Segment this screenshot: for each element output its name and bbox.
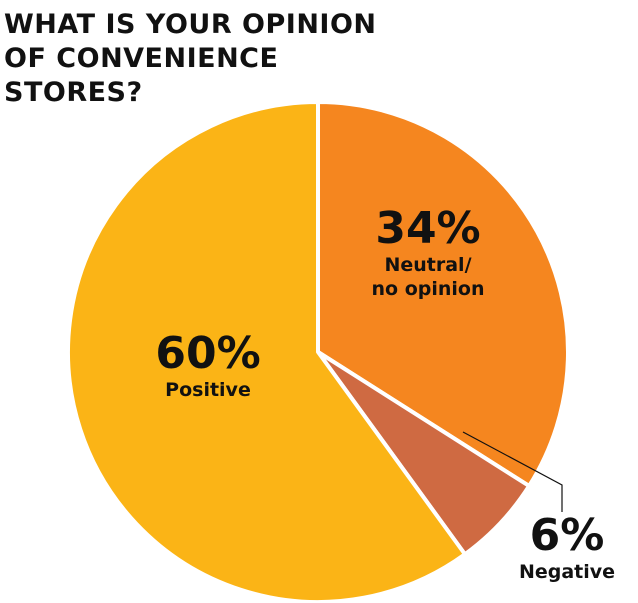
- value-label: 34%: [375, 203, 481, 254]
- category-label: Neutral/ no opinion: [371, 254, 485, 300]
- leader-line: [462, 431, 563, 512]
- value-label: 6%: [529, 510, 605, 561]
- pie-slice: [66, 100, 467, 603]
- slice-label: 60% Positive: [155, 330, 260, 402]
- slice-label: 34% Neutral/ no opinion: [368, 205, 488, 301]
- category-label: Positive: [165, 379, 251, 401]
- chart-title: WHAT IS YOUR OPINION OF CONVENIENCE STOR…: [4, 9, 377, 108]
- slice-label: 6% Negative: [519, 512, 615, 584]
- value-label: 60%: [155, 328, 261, 379]
- category-label: Negative: [518, 561, 616, 583]
